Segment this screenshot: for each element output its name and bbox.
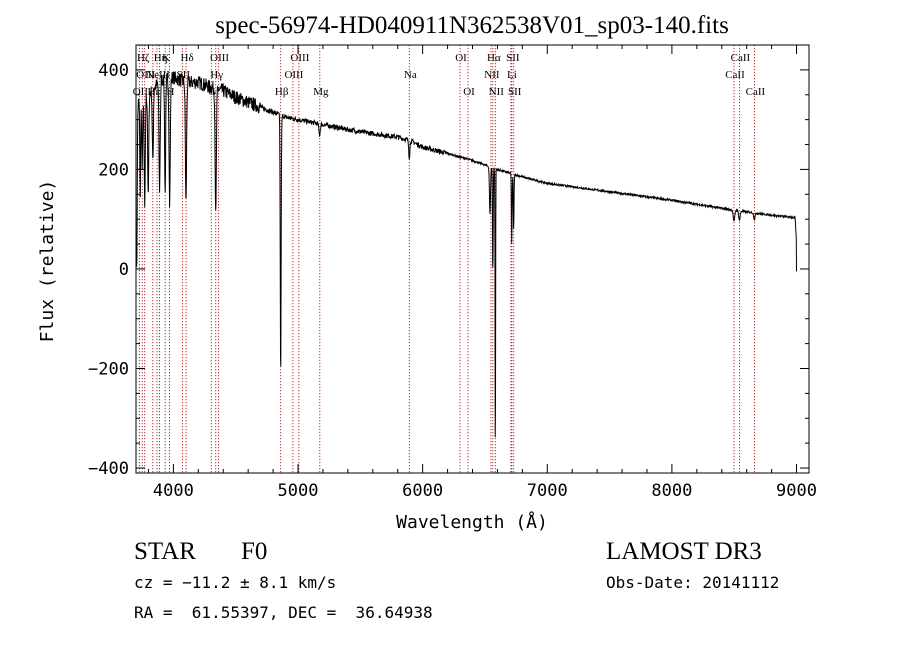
line-label: G (208, 86, 216, 98)
y-tick-label: 200 (98, 160, 129, 180)
line-label: CaII (725, 69, 745, 81)
spectrum-line (135, 71, 797, 438)
line-label: NII (484, 69, 500, 81)
y-tick-label: 400 (98, 61, 129, 81)
line-label: Hγ (210, 69, 223, 81)
y-tick-label: 0 (119, 260, 129, 280)
y-tick-label: −400 (88, 459, 129, 479)
y-axis-label: Flux (relative) (37, 180, 58, 343)
y-axis: −400 −200 0 200 400 (88, 61, 809, 479)
line-label: Hδ (181, 52, 194, 64)
x-tick-label: 8000 (651, 481, 692, 501)
line-label: OIII (284, 69, 303, 81)
line-label: Li (507, 69, 517, 81)
line-label: Hα (487, 52, 501, 64)
line-label: Hβ (275, 86, 289, 98)
x-tick-label: 5000 (278, 481, 319, 501)
object-class: STAR (134, 538, 196, 565)
line-label: Hζ (137, 52, 150, 64)
y-tick-label: −200 (88, 359, 129, 379)
x-tick-label: 7000 (527, 481, 568, 501)
line-label: OI (463, 86, 475, 98)
x-tick-label: 9000 (776, 481, 817, 501)
line-markers (138, 45, 755, 473)
line-label: SII (508, 86, 522, 98)
line-label: NII (489, 86, 505, 98)
x-axis: 4000 5000 6000 7000 8000 9000 (147, 45, 817, 501)
line-label: CaII (731, 52, 751, 64)
coordinates: RA = 61.55397, DEC = 36.64938 (134, 603, 433, 622)
object-subclass: F0 (241, 538, 268, 565)
line-label: OIII (210, 52, 229, 64)
obs-date: Obs-Date: 20141112 (606, 573, 780, 592)
line-label: NeIII (146, 69, 170, 81)
survey-name: LAMOST DR3 (606, 538, 762, 565)
line-label: OIII (290, 52, 309, 64)
chart-title: spec-56974-HD040911N362538V01_sp03-140.f… (215, 12, 729, 39)
line-label: CaII (746, 86, 766, 98)
x-tick-label: 4000 (153, 481, 194, 501)
plot-frame (135, 44, 810, 474)
x-tick-label: 6000 (402, 481, 443, 501)
line-label: Na (404, 69, 417, 81)
line-label: K (162, 52, 170, 64)
x-axis-label: Wavelength (Å) (396, 511, 548, 533)
line-label: OIII (136, 69, 155, 81)
line-label: OI (455, 52, 467, 64)
redshift-readout: cz = −11.2 ± 8.1 km/s (134, 573, 337, 592)
line-label: SII (506, 52, 520, 64)
line-label: Mg (313, 86, 329, 98)
line-label: Hη (154, 52, 168, 64)
